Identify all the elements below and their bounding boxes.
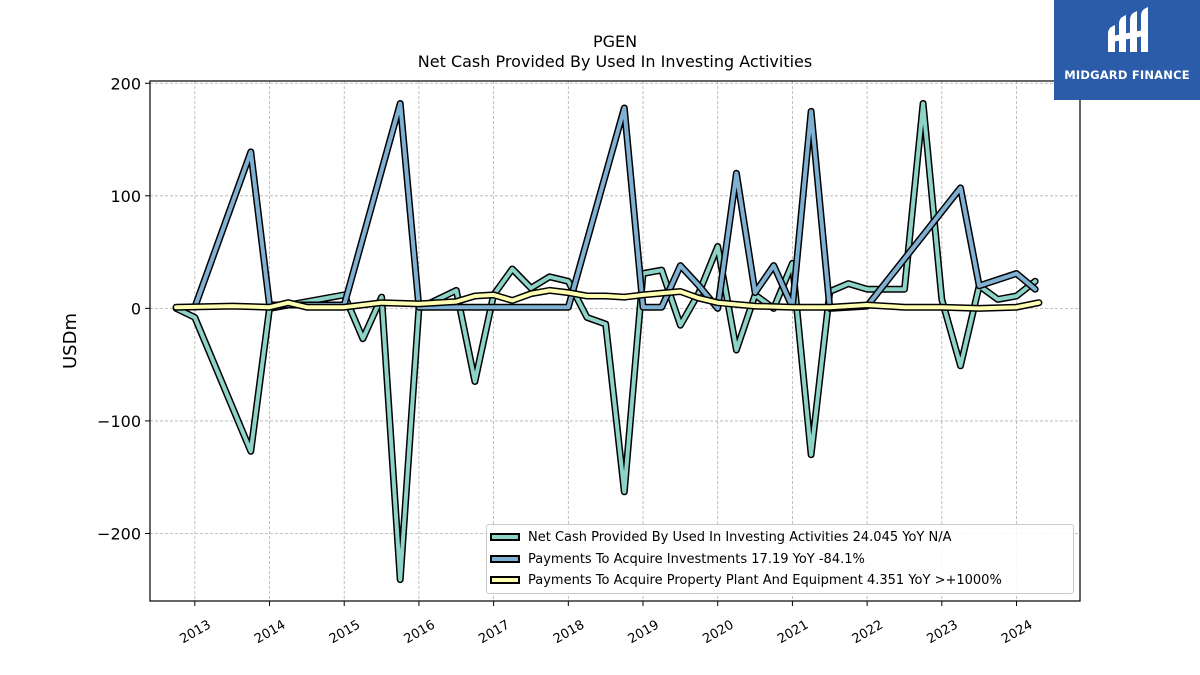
x-tick-label: 2022 xyxy=(850,618,886,648)
legend-swatch-net-cash xyxy=(490,533,520,541)
x-tick-label: 2020 xyxy=(700,618,736,648)
legend-item-investments: Payments To Acquire Investments 17.19 Yo… xyxy=(487,549,865,569)
y-tick-label: 100 xyxy=(110,187,141,206)
x-tick-label: 2018 xyxy=(551,618,587,648)
x-tick-label: 2016 xyxy=(402,618,438,648)
logo-text: MIDGARD FINANCE xyxy=(1064,68,1190,82)
plot-area-background xyxy=(150,81,1080,601)
brand-logo: MIDGARD FINANCE xyxy=(1054,0,1200,100)
series-layer xyxy=(172,100,1043,584)
legend-swatch-ppe xyxy=(490,576,520,584)
y-axis: 200 100 0 −100 −200 xyxy=(97,74,150,543)
x-tick-label: 2014 xyxy=(252,618,288,648)
legend-label-net-cash: Net Cash Provided By Used In Investing A… xyxy=(528,529,952,545)
x-tick-label: 2017 xyxy=(476,618,512,648)
x-tick-label: 2023 xyxy=(924,618,960,648)
legend-item-ppe: Payments To Acquire Property Plant And E… xyxy=(487,570,1002,590)
y-tick-label: −100 xyxy=(97,412,141,431)
series-line-0 xyxy=(174,101,1038,582)
y-tick-label: 200 xyxy=(110,74,141,93)
x-tick-label: 2019 xyxy=(626,618,662,648)
x-axis: 2013 2014 2015 2016 2017 2018 2019 2020 2021 2022… xyxy=(177,601,1035,647)
legend-item-net-cash: Net Cash Provided By Used In Investing A… xyxy=(487,527,952,547)
series-line-2 xyxy=(174,288,1041,311)
x-tick-label: 2021 xyxy=(775,618,811,648)
legend-swatch-investments xyxy=(490,555,520,563)
y-axis-label: USDm xyxy=(60,313,81,369)
legend-label-investments: Payments To Acquire Investments 17.19 Yo… xyxy=(528,551,865,567)
plot-frame xyxy=(149,80,1081,602)
x-tick-label: 2024 xyxy=(999,618,1035,648)
x-tick-label: 2013 xyxy=(177,618,213,648)
logo-mark-icon xyxy=(1108,7,1148,52)
chart-subtitle: Net Cash Provided By Used In Investing A… xyxy=(417,52,813,71)
x-tick-label: 2015 xyxy=(327,618,363,648)
legend-label-ppe: Payments To Acquire Property Plant And E… xyxy=(528,572,1002,588)
chart-title: PGEN xyxy=(592,32,638,51)
legend: Net Cash Provided By Used In Investing A… xyxy=(486,524,1074,594)
y-tick-label: 0 xyxy=(131,299,141,318)
y-tick-label: −200 xyxy=(97,524,141,543)
